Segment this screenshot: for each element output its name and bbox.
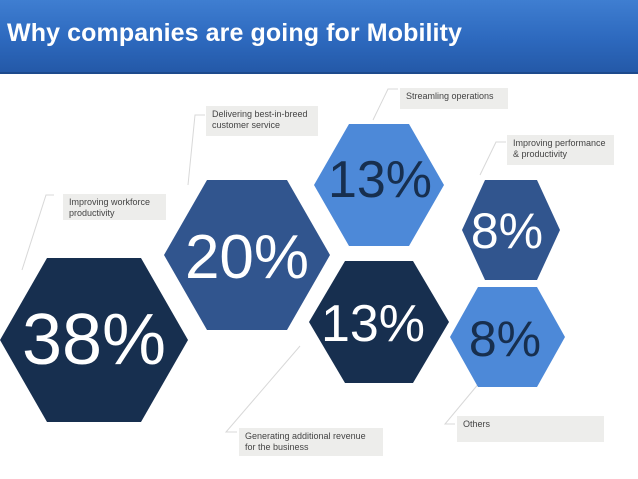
value-customer: 20%	[185, 223, 309, 292]
title-bar: Why companies are going for Mobility	[0, 0, 638, 74]
hex-customer	[164, 180, 330, 330]
connector-others	[443, 381, 481, 425]
value-revenue: 13%	[321, 295, 425, 353]
connector-customer	[187, 114, 205, 186]
callout-workforce: Improving workforce productivity	[63, 194, 166, 220]
connector-streamline	[372, 88, 398, 121]
label-revenue: Generating additional revenue for the bu…	[245, 431, 366, 452]
hex-workforce	[0, 258, 188, 422]
callout-streamline: Streamling operations	[400, 88, 508, 109]
slide-title: Why companies are going for Mobility	[7, 19, 463, 47]
value-workforce: 38%	[22, 300, 166, 380]
callout-performance: Improving performance & productivity	[507, 135, 614, 165]
hex-revenue	[309, 261, 449, 383]
label-streamline: Streamling operations	[406, 91, 494, 101]
connector-workforce	[21, 194, 54, 271]
callout-customer: Delivering best-in-breed customer servic…	[206, 106, 318, 136]
hex-performance	[462, 180, 560, 280]
connector-revenue	[224, 345, 301, 433]
label-workforce: Improving workforce productivity	[69, 197, 151, 218]
label-performance: Improving performance & productivity	[513, 138, 606, 159]
value-performance: 8%	[471, 203, 543, 259]
callout-others: Others	[457, 416, 604, 442]
hex-others	[450, 287, 565, 387]
value-others: 8%	[469, 311, 541, 367]
value-streamline: 13%	[328, 151, 432, 209]
callout-revenue: Generating additional revenue for the bu…	[239, 428, 383, 456]
label-customer: Delivering best-in-breed customer servic…	[212, 109, 308, 130]
connector-performance	[479, 141, 506, 176]
label-others: Others	[463, 419, 491, 429]
hex-streamline	[314, 124, 444, 246]
